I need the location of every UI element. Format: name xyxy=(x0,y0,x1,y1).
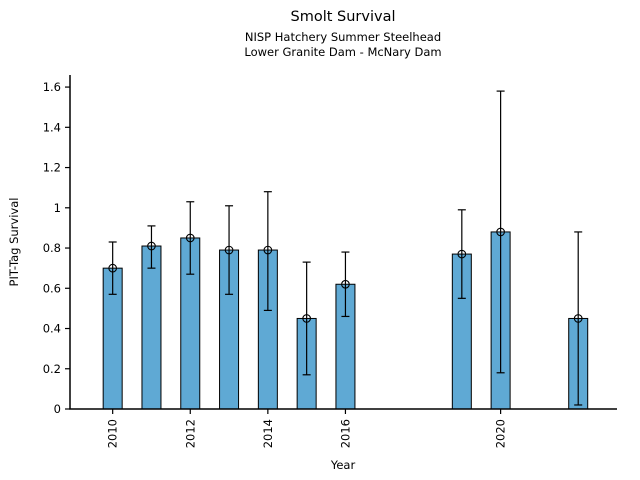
chart-title: Smolt Survival xyxy=(290,9,396,25)
point-marker-2015 xyxy=(302,314,311,323)
chart-subtitle-line1: NISP Hatchery Summer Steelhead xyxy=(244,30,442,44)
point-marker-2013 xyxy=(224,245,234,255)
y-tick-label-0.6: 0.6 xyxy=(43,281,61,295)
point-marker-2022 xyxy=(573,314,583,323)
y-tick-label-0.8: 0.8 xyxy=(43,241,61,255)
point-marker-2011 xyxy=(147,241,156,251)
x-tick-label-2016: 2016 xyxy=(338,419,352,448)
y-tick-label-0: 0 xyxy=(54,402,61,416)
bar-2011 xyxy=(141,245,162,410)
point-marker-2014 xyxy=(263,245,273,255)
y-tick-label-1.2: 1.2 xyxy=(43,161,61,175)
x-axis-title: Year xyxy=(330,458,356,472)
x-tick-label-2012: 2012 xyxy=(183,419,197,448)
point-marker-2020 xyxy=(496,227,505,237)
y-tick-label-1.6: 1.6 xyxy=(43,80,61,94)
chart-subtitle-line2: Lower Granite Dam - McNary Dam xyxy=(244,45,442,59)
x-tick-label-2010: 2010 xyxy=(106,419,120,448)
y-tick-label-1: 1 xyxy=(54,201,61,215)
point-marker-2012 xyxy=(185,233,195,243)
y-tick-label-0.2: 0.2 xyxy=(43,362,61,376)
point-marker-2010 xyxy=(108,263,118,273)
point-marker-2016 xyxy=(341,279,350,289)
y-tick-label-0.4: 0.4 xyxy=(43,322,61,336)
y-tick-label-1.4: 1.4 xyxy=(43,120,61,134)
x-tick-label-2014: 2014 xyxy=(261,419,275,448)
x-tick-label-2020: 2020 xyxy=(494,419,508,448)
point-marker-2019 xyxy=(457,249,467,259)
